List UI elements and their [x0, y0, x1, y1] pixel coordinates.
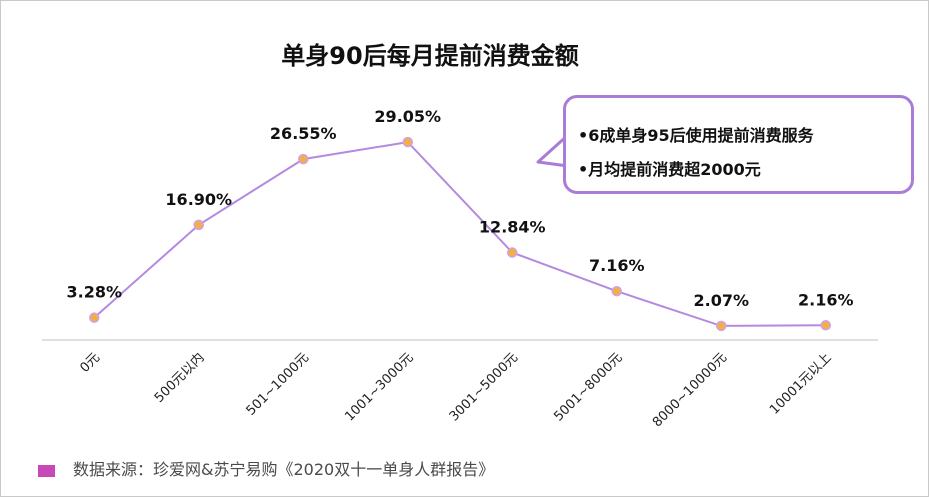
x-tick-label: 8000~10000元: [650, 350, 730, 430]
data-label: 3.28%: [66, 283, 122, 302]
x-tick-label: 0元: [77, 350, 103, 376]
chart-title: 单身90后每月提前消费金额: [281, 42, 579, 70]
data-label: 7.16%: [589, 256, 645, 275]
x-tick-label: 500元以内: [151, 350, 207, 406]
x-tick-label: 1001~3000元: [342, 350, 416, 424]
source-text: 数据来源：珍爱网&苏宁易购《2020双十一单身人群报告》: [73, 460, 495, 479]
callout-box: •6成单身95后使用提前消费服务 •月均提前消费超2000元: [563, 95, 914, 194]
data-label: 26.55%: [270, 124, 337, 143]
x-tick-label: 10001元以上: [767, 350, 834, 417]
x-tick-label: 5001~8000元: [551, 350, 625, 424]
callout-line-1: •6成单身95后使用提前消费服务: [578, 126, 814, 145]
data-point: [507, 247, 518, 258]
callout-line-2: •月均提前消费超2000元: [578, 160, 761, 179]
data-points: [89, 136, 831, 332]
data-source: 数据来源：珍爱网&苏宁易购《2020双十一单身人群报告》: [38, 456, 494, 480]
data-label: 16.90%: [165, 190, 232, 209]
data-label: 2.07%: [693, 291, 749, 310]
x-tick-labels: 0元 500元以内 501~1000元 1001~3000元 3001~5000元 500…: [77, 350, 834, 431]
x-tick-label: 501~1000元: [244, 350, 312, 418]
data-label: 29.05%: [374, 107, 441, 126]
x-tick-label: 3001~5000元: [447, 350, 521, 424]
data-point: [820, 320, 831, 331]
data-point: [89, 312, 100, 323]
series-line: [93, 141, 826, 327]
data-point: [402, 136, 413, 148]
data-point: [611, 285, 622, 297]
data-point: [298, 153, 309, 165]
source-marker-icon: [38, 464, 55, 477]
data-label: 12.84%: [479, 218, 546, 237]
data-labels: 3.28% 16.90% 26.55% 29.05% 12.84% 7.16% 2.07% 2…: [66, 107, 853, 310]
data-point: [193, 219, 204, 231]
data-point: [716, 320, 727, 332]
data-label: 2.16%: [798, 290, 854, 309]
